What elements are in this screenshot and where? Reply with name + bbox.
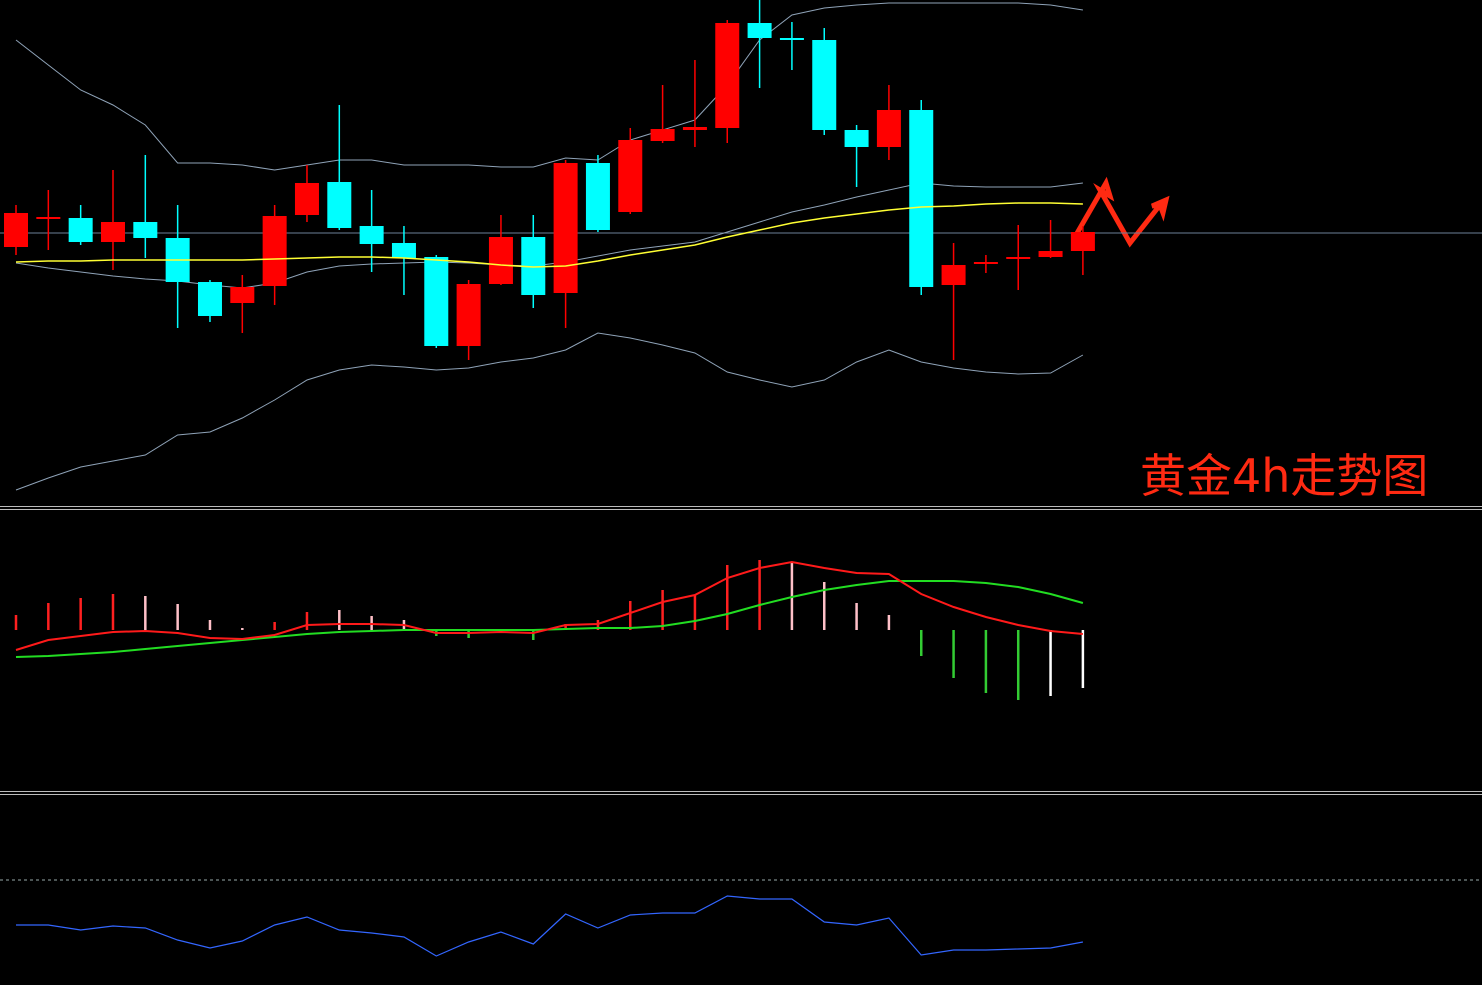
candle-body <box>844 130 869 147</box>
candle-body <box>294 183 319 215</box>
candle-body <box>197 282 222 316</box>
candle-body <box>779 38 804 40</box>
candle-body <box>68 218 93 242</box>
candle-body <box>456 284 481 346</box>
candle-body <box>585 163 610 230</box>
candle-body <box>1070 232 1095 251</box>
candle-body <box>133 222 158 238</box>
candle-body <box>1006 257 1031 259</box>
candle-body <box>36 217 61 219</box>
candle-body <box>424 257 449 346</box>
candle-body <box>4 213 28 247</box>
candle-body <box>812 40 837 130</box>
forecast-arrow <box>1073 176 1170 248</box>
upper-band <box>15 2 1083 171</box>
candle-body <box>682 127 707 130</box>
candle-body <box>909 110 934 287</box>
candle-body <box>327 182 352 228</box>
candle-body <box>230 287 255 303</box>
lower-band <box>15 332 1084 491</box>
candle-body <box>650 129 675 141</box>
candle-body <box>876 110 901 147</box>
chart-title: 黄金4h走势图 <box>1140 449 1428 503</box>
candle-body <box>488 237 513 284</box>
candle-body <box>391 243 416 258</box>
candle-body <box>262 216 287 286</box>
candle-body <box>941 265 966 285</box>
candle-body <box>359 226 384 244</box>
rsi-line <box>16 895 1084 957</box>
moving-average <box>15 202 1083 268</box>
macd-dif <box>15 560 1083 651</box>
middle-band <box>15 182 1083 289</box>
candle-body <box>747 23 772 38</box>
candle-body <box>973 262 998 264</box>
candle-body <box>618 140 643 212</box>
candle-body <box>1038 251 1063 257</box>
candle-body <box>715 23 740 128</box>
candle-body <box>100 222 125 242</box>
candle-body <box>553 163 578 293</box>
